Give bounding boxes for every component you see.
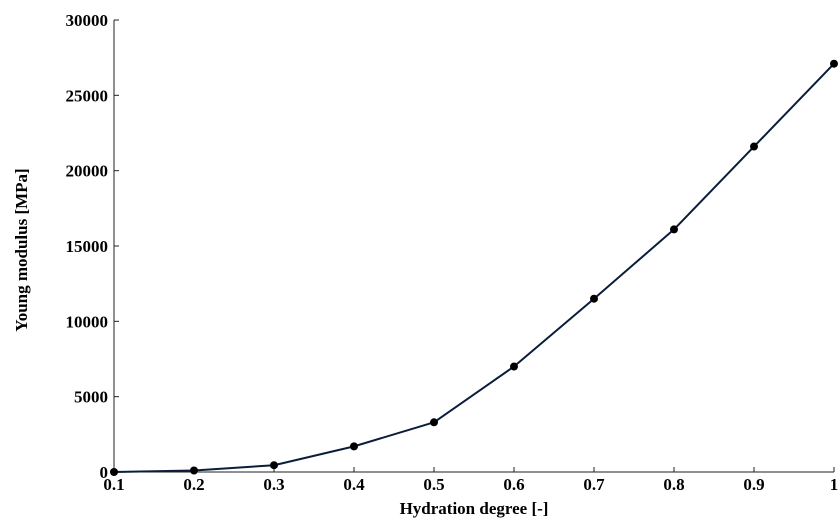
data-point <box>830 59 838 68</box>
x-tick-label: 0.4 <box>343 475 365 494</box>
x-tick-label: 0.3 <box>263 475 284 494</box>
y-tick-label: 0 <box>100 463 109 482</box>
y-tick-label: 5000 <box>74 388 108 407</box>
x-tick-label: 0.5 <box>423 475 444 494</box>
x-axis-ticks: 0.1 0.2 0.3 0.4 0.5 0.6 0.7 0.8 0.9 1 <box>103 467 838 494</box>
y-tick-label: 10000 <box>66 312 109 331</box>
series-line <box>113 62 835 473</box>
data-point <box>670 225 678 234</box>
y-tick-label: 20000 <box>66 162 109 181</box>
data-point <box>270 461 278 470</box>
y-tick-label: 25000 <box>66 86 109 105</box>
data-point <box>750 142 758 151</box>
y-tick-label: 30000 <box>66 11 109 30</box>
y-axis-label: Young modulus [MPa] <box>12 168 31 331</box>
data-point <box>190 466 198 475</box>
x-tick-label: 0.8 <box>663 475 684 494</box>
data-point <box>590 294 598 303</box>
x-tick-label: 0.1 <box>103 475 124 494</box>
series-layer <box>110 59 838 476</box>
data-point <box>350 442 358 451</box>
x-tick-label: 0.6 <box>503 475 524 494</box>
x-tick-label: 1 <box>830 475 839 494</box>
data-point <box>510 362 518 371</box>
x-tick-label: 0.2 <box>183 475 204 494</box>
y-tick-label: 15000 <box>66 237 109 256</box>
data-point <box>430 418 438 427</box>
x-tick-label: 0.9 <box>743 475 764 494</box>
y-axis-ticks: 0 5000 10000 15000 20000 25000 30000 <box>66 11 119 482</box>
x-tick-label: 0.7 <box>583 475 605 494</box>
x-axis-label: Hydration degree [-] <box>400 499 549 518</box>
data-point <box>110 468 118 476</box>
